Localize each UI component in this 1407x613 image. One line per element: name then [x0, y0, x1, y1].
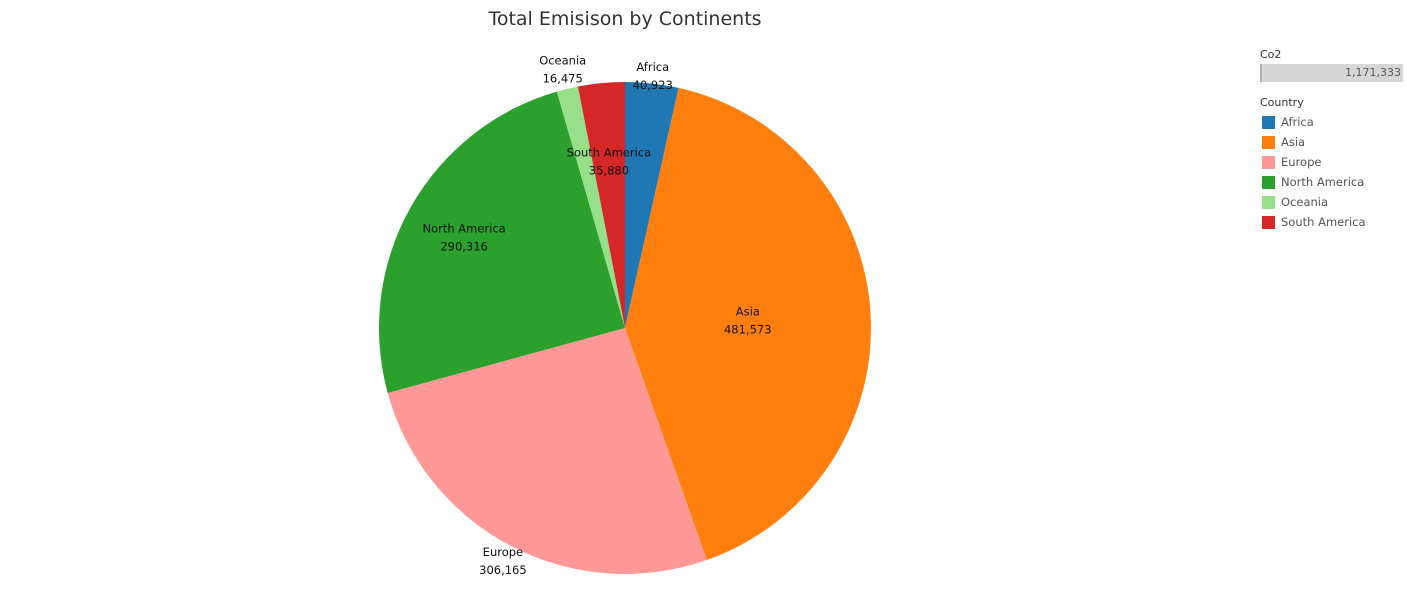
legend-swatch-north-america [1262, 175, 1275, 189]
slice-value-oceania: 16,475 [543, 72, 583, 86]
legend-swatch-asia [1262, 135, 1275, 149]
slice-value-south-america: 35,880 [589, 163, 629, 177]
pie-slice-asia[interactable] [625, 87, 872, 561]
slice-value-africa: 40,923 [633, 78, 673, 92]
pie-slice-south-america[interactable] [577, 82, 625, 328]
slice-label-europe: Europe [483, 545, 523, 559]
legend-item-oceania[interactable]: Oceania [1260, 192, 1405, 212]
slice-value-north-america: 290,316 [440, 240, 488, 254]
legend-item-south-america[interactable]: South America [1260, 212, 1405, 232]
slice-value-asia: 481,573 [724, 323, 772, 337]
pie-slice-africa[interactable] [625, 82, 679, 328]
legend-swatch-europe [1262, 155, 1275, 169]
legend-item-asia[interactable]: Asia [1260, 132, 1405, 152]
pie-slices [379, 82, 872, 574]
pie-labels: Africa 40,923 Asia 481,573 Europe 306,165 Nort… [422, 54, 771, 577]
legend-label-south-america: South America [1281, 215, 1366, 229]
pie-slice-europe[interactable] [387, 328, 707, 574]
size-legend-max-value: 1,171,333 [1345, 66, 1401, 79]
legend-label-asia: Asia [1281, 135, 1306, 149]
chart-title: Total Emisison by Continents [488, 8, 762, 30]
slice-label-asia: Asia [736, 305, 760, 319]
color-legend-title: Country [1260, 96, 1304, 109]
legend-label-oceania: Oceania [1281, 195, 1329, 209]
legend-swatch-south-america [1262, 215, 1275, 229]
pie-chart: Africa 40,923 Asia 481,573 Europe 306,165 Nort… [379, 54, 872, 577]
size-legend: Co2 1,171,333 [1260, 48, 1405, 82]
legend-item-europe[interactable]: Europe [1260, 152, 1405, 172]
size-legend-bar: 1,171,333 [1260, 64, 1403, 82]
slice-label-north-america: North America [422, 222, 505, 236]
slice-label-oceania: Oceania [539, 54, 586, 68]
legend-item-africa[interactable]: Africa [1260, 112, 1405, 132]
slice-label-south-america: South America [567, 145, 652, 159]
legend-item-north-america[interactable]: North America [1260, 172, 1405, 192]
legend-swatch-oceania [1262, 195, 1275, 209]
size-legend-title: Co2 [1260, 48, 1282, 61]
legend-label-africa: Africa [1281, 115, 1314, 129]
legend-label-europe: Europe [1281, 155, 1322, 169]
legend-label-north-america: North America [1281, 175, 1365, 189]
pie-slice-oceania[interactable] [556, 86, 625, 328]
legend-swatch-africa [1262, 115, 1275, 129]
slice-label-africa: Africa [636, 60, 669, 74]
slice-value-europe: 306,165 [479, 563, 527, 577]
pie-slice-north-america[interactable] [379, 91, 625, 393]
color-legend: Country Africa Asia Europe North America… [1260, 96, 1405, 232]
